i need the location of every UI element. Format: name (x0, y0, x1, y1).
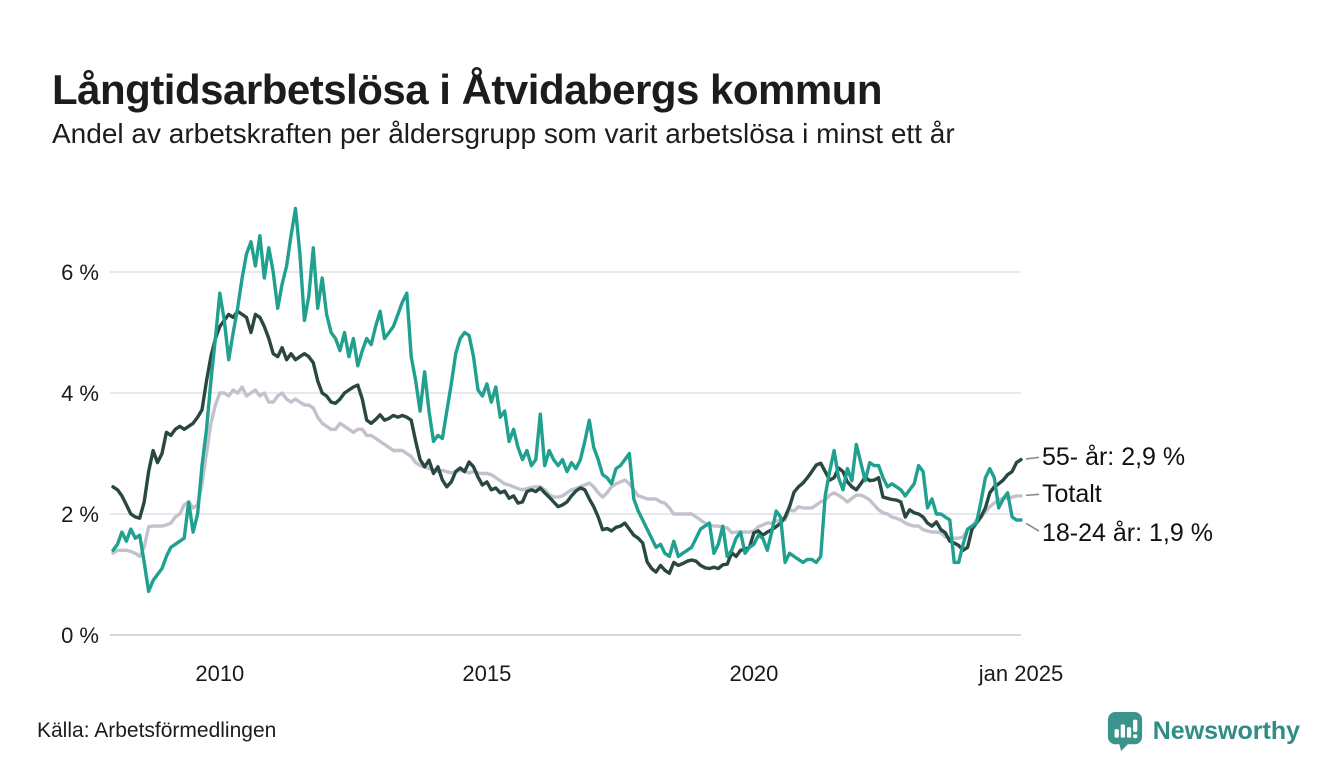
series-line-Totalt (111, 385, 1023, 559)
series-end-label-totalt: Totalt (1042, 480, 1102, 508)
y-axis-tick-label: 0 % (61, 623, 99, 648)
series-end-label-55: 55- år: 2,9 % (1042, 443, 1186, 471)
page-title: Långtidsarbetslösa i Åtvidabergs kommun (52, 66, 883, 114)
series-line-55-år (111, 309, 1023, 575)
y-axis-tick-label: 6 % (61, 260, 99, 285)
newsworthy-wordmark: Newsworthy (1152, 716, 1300, 745)
series-end-label-18-24: 18-24 år: 1,9 % (1042, 519, 1213, 547)
newsworthy-bubble-chart-icon (1106, 710, 1144, 752)
chart-subtitle: Andel av arbetskraften per åldersgrupp s… (52, 118, 955, 149)
x-axis-tick-label: 2010 (195, 661, 244, 686)
series-line-18-24år (111, 206, 1023, 594)
end-label-connector (1025, 456, 1040, 460)
x-axis-tick-label: 2015 (462, 661, 511, 686)
y-axis-tick-label: 4 % (61, 381, 99, 406)
x-axis-tick-label: 2020 (729, 661, 778, 686)
x-axis-tick-label: jan 2025 (978, 661, 1063, 686)
newsworthy-logo: Newsworthy (1106, 710, 1300, 752)
end-label-connector (1025, 522, 1040, 532)
source-note: Källa: Arbetsförmedlingen (37, 719, 277, 742)
end-label-connector (1025, 493, 1040, 497)
y-axis-tick-label: 2 % (61, 502, 99, 527)
